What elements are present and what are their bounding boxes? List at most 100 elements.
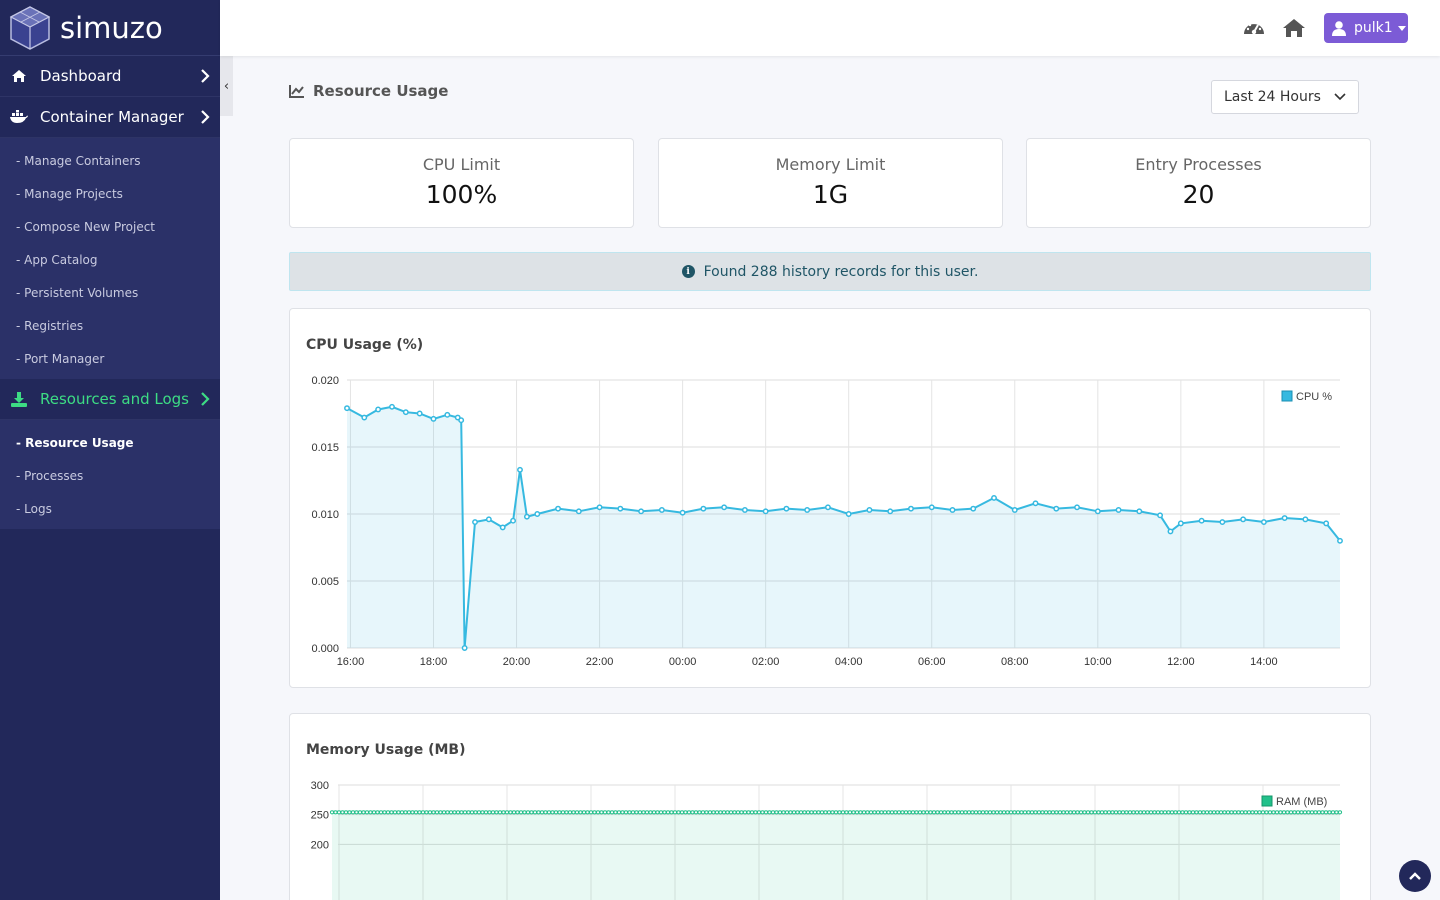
page-title-text: Resource Usage xyxy=(313,82,449,100)
ram-data-point xyxy=(1204,810,1210,815)
ram-data-point xyxy=(333,810,338,815)
ram-data-point xyxy=(1197,810,1203,815)
ram-data-point xyxy=(406,810,412,815)
sidebar-item-app-catalog[interactable]: - App Catalog xyxy=(16,252,98,267)
ram-data-point xyxy=(623,810,629,815)
ram-data-point xyxy=(973,810,979,815)
cpu-data-point xyxy=(679,509,686,516)
ram-data-point xyxy=(991,810,996,815)
ram-data-point xyxy=(767,810,772,815)
sidebar-item-resources-and-logs[interactable]: Resources and Logs xyxy=(0,379,220,420)
ram-data-point xyxy=(1264,810,1269,815)
sidebar-item-persistent-volumes[interactable]: - Persistent Volumes xyxy=(16,285,139,300)
ram-data-point xyxy=(1278,810,1283,815)
ram-data-point xyxy=(1187,810,1192,815)
ram-data-point xyxy=(1299,810,1304,815)
ram-data-point xyxy=(529,810,534,815)
ram-data-point xyxy=(872,810,877,815)
ram-data-point xyxy=(634,810,639,815)
ram-data-point xyxy=(602,810,608,815)
ram-data-point xyxy=(1337,810,1343,815)
ram-data-point xyxy=(1257,810,1262,815)
y-tick-label: 0.000 xyxy=(311,643,339,655)
alert-text: Found 288 history records for this user. xyxy=(703,263,979,280)
ram-data-point xyxy=(389,810,394,815)
dashboard-gauge-icon[interactable] xyxy=(1242,17,1266,39)
ram-data-point xyxy=(718,810,723,815)
sidebar-item-resource-usage[interactable]: - Resource Usage xyxy=(16,435,134,450)
ram-data-point xyxy=(546,810,552,815)
ram-data-point xyxy=(746,810,751,815)
ram-data-point xyxy=(795,810,800,815)
ram-data-point xyxy=(1169,810,1175,815)
user-menu-button[interactable]: pulk1 xyxy=(1324,13,1408,43)
sidebar-item-manage-projects[interactable]: - Manage Projects xyxy=(16,186,123,201)
brand[interactable]: simuzo xyxy=(0,0,220,56)
cpu-usage-chart-card: CPU Usage (%) 0.000 0.005 0.010 0.015 0.020 1… xyxy=(289,308,1371,688)
cpu-data-point xyxy=(804,507,811,513)
ram-data-point xyxy=(1043,810,1049,815)
ram-data-point xyxy=(942,810,947,815)
ram-data-point xyxy=(665,810,671,815)
cpu-data-point xyxy=(461,645,468,651)
ram-data-point xyxy=(851,810,856,815)
sidebar-item-container-manager[interactable]: Container Manager xyxy=(0,97,220,138)
ram-data-point xyxy=(1236,810,1241,815)
ram-data-point xyxy=(368,810,373,815)
ram-data-point xyxy=(1057,810,1063,815)
ram-data-point xyxy=(340,810,345,815)
sidebar-item-dashboard[interactable]: Dashboard xyxy=(0,56,220,97)
ram-data-point xyxy=(1330,810,1336,815)
ram-data-point xyxy=(336,810,342,815)
ram-data-point xyxy=(427,810,433,815)
scroll-to-top-button[interactable] xyxy=(1399,860,1431,892)
ram-data-point xyxy=(627,810,632,815)
ram-data-point xyxy=(952,810,958,815)
cpu-data-point xyxy=(375,406,382,413)
chevron-right-icon xyxy=(201,392,210,406)
home-icon[interactable] xyxy=(1282,17,1306,39)
cpu-data-point xyxy=(638,508,645,515)
stat-label: Entry Processes xyxy=(1135,155,1262,174)
resources-and-logs-submenu: - Resource Usage - Processes - Logs xyxy=(0,420,220,529)
ram-data-point xyxy=(781,810,786,815)
ram-data-point xyxy=(417,810,422,815)
cpu-data-point xyxy=(887,508,894,515)
ram-data-point xyxy=(1302,810,1308,815)
ram-data-point xyxy=(637,810,643,815)
ram-data-point xyxy=(1120,810,1126,815)
ram-data-point xyxy=(455,810,461,815)
ram-data-point xyxy=(1250,810,1255,815)
sidebar-collapse-button[interactable]: ‹ xyxy=(220,56,233,116)
sidebar-item-compose-new-project[interactable]: - Compose New Project xyxy=(16,219,156,234)
ram-data-point xyxy=(392,810,398,815)
cpu-data-point xyxy=(430,415,437,422)
sidebar-item-processes[interactable]: - Processes xyxy=(16,468,84,483)
ram-data-point xyxy=(774,810,779,815)
ram-data-point xyxy=(1208,810,1213,815)
ram-data-point xyxy=(522,810,527,815)
ram-data-point xyxy=(760,810,765,815)
ram-data-point xyxy=(798,810,804,815)
sidebar-item-logs[interactable]: - Logs xyxy=(16,501,52,516)
ram-data-point xyxy=(1015,810,1021,815)
ram-data-point xyxy=(1085,810,1091,815)
ram-data-point xyxy=(525,810,531,815)
ram-data-point xyxy=(651,810,657,815)
y-tick-label: 250 xyxy=(311,810,329,822)
time-range-select[interactable]: Last 24 Hours xyxy=(1211,80,1359,114)
cpu-data-point xyxy=(1219,519,1226,525)
cpu-data-point xyxy=(344,405,350,412)
cpu-data-point xyxy=(523,513,530,520)
ram-data-point xyxy=(357,810,363,815)
ram-data-point xyxy=(847,810,853,815)
sidebar-item-registries[interactable]: - Registries xyxy=(16,318,84,333)
sidebar-item-port-manager[interactable]: - Port Manager xyxy=(16,351,105,366)
ram-data-point xyxy=(959,810,965,815)
ram-data-point xyxy=(1019,810,1024,815)
cpu-data-point xyxy=(1167,528,1174,535)
y-tick-label: 0.005 xyxy=(311,576,339,588)
ram-data-point xyxy=(1320,810,1325,815)
sidebar-item-manage-containers[interactable]: - Manage Containers xyxy=(16,153,141,168)
ram-data-point xyxy=(1071,810,1077,815)
